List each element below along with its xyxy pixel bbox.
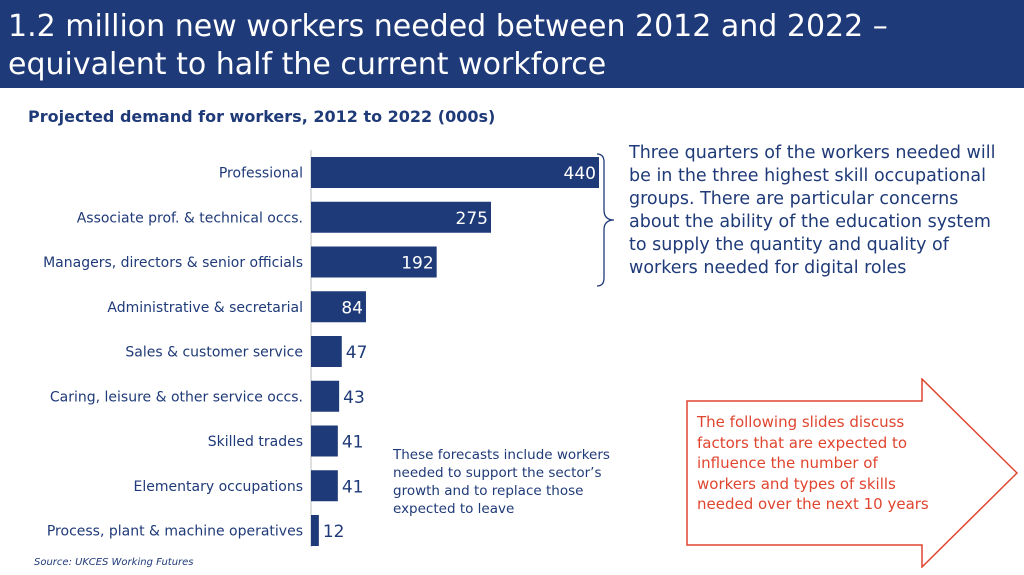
category-label: Elementary occupations: [134, 479, 303, 495]
value-label: 275: [456, 209, 488, 229]
bar: [311, 157, 599, 188]
source-note: Source: UKCES Working Futures: [34, 557, 194, 568]
category-label: Caring, leisure & other service occs.: [50, 389, 303, 405]
category-label: Process, plant & machine operatives: [47, 524, 303, 540]
value-label: 43: [343, 388, 365, 408]
header-banner: 1.2 million new workers needed between 2…: [0, 0, 1024, 88]
bar: [311, 515, 319, 546]
bar: [311, 246, 437, 278]
bar: [311, 470, 338, 502]
bar: [311, 380, 340, 412]
category-label: Associate prof. & technical occs.: [77, 210, 303, 226]
value-label: 41: [342, 477, 364, 497]
forecast-note: These forecasts include workers needed t…: [393, 447, 610, 517]
category-label: Skilled trades: [208, 434, 303, 450]
slide-title: 1.2 million new workers needed between 2…: [8, 9, 888, 82]
value-label: 440: [564, 164, 596, 184]
bar: [311, 291, 366, 323]
bar: [311, 201, 491, 233]
category-label: Sales & customer service: [125, 345, 303, 361]
category-label: Professional: [219, 166, 303, 182]
arrow-text: The following slides discuss factors tha…: [697, 413, 929, 513]
value-label: 47: [346, 343, 368, 363]
category-label: Managers, directors & senior officials: [43, 255, 303, 271]
bar-chart: Professional 440 Associate prof. & technic…: [43, 150, 599, 547]
value-label: 192: [401, 254, 433, 274]
brace-connector: [596, 153, 615, 287]
value-label: 41: [342, 433, 364, 453]
category-label: Administrative & secretarial: [107, 300, 303, 316]
bar: [311, 425, 338, 457]
value-label: 84: [341, 298, 363, 318]
value-label: 12: [323, 522, 345, 542]
chart-title: Projected demand for workers, 2012 to 20…: [28, 107, 496, 126]
callout-text: Three quarters of the workers needed wil…: [629, 143, 996, 278]
arrow-shape: [686, 378, 1019, 568]
bar: [311, 336, 342, 367]
